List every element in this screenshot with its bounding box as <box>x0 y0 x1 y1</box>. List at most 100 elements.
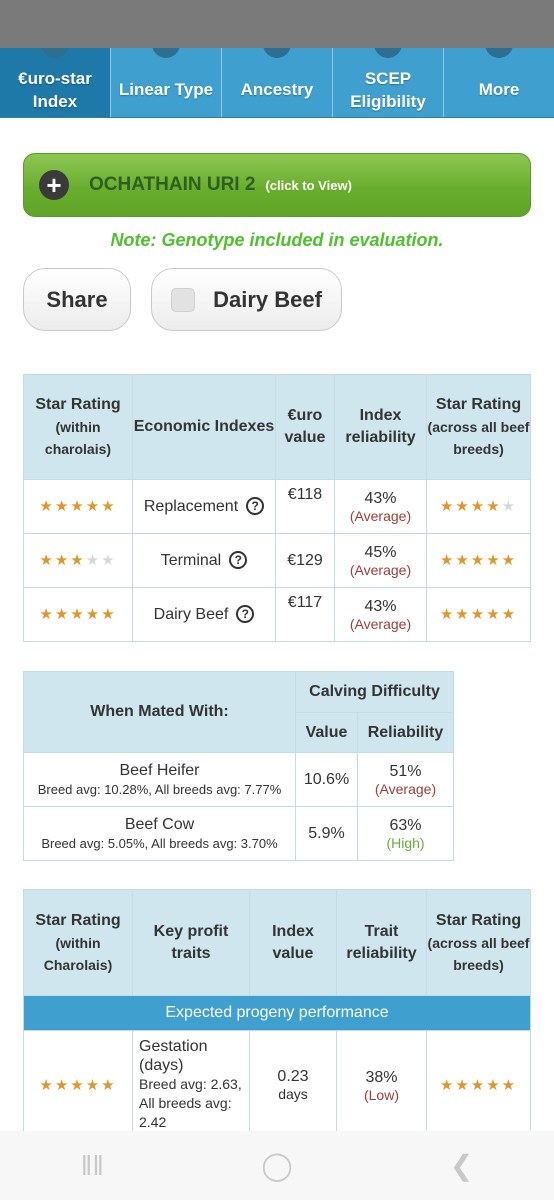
star-filled-icon: ★ <box>486 1077 502 1094</box>
table-row: ★★★★★ Replacement? €118 43% (Average) ★★★… <box>23 479 531 534</box>
help-icon[interactable]: ? <box>236 605 255 623</box>
calving-difficulty-table: When Mated With: Calving Difficulty Valu… <box>23 671 454 861</box>
table-row: ★★★★★ Dairy Beef? €117 43% (Average) ★★★★… <box>23 587 531 642</box>
star-filled-icon: ★ <box>439 552 456 569</box>
stars-all: ★★★★★ <box>426 587 531 642</box>
index-reliability: 43% (Average) <box>334 479 427 534</box>
mate-type: Beef Heifer Breed avg: 10.28%, All breeds… <box>23 752 296 807</box>
tab-bar: €uro-star Index Linear Type Ancestry SCE… <box>0 48 554 118</box>
star-filled-icon: ★ <box>101 498 117 515</box>
tab-more[interactable]: More <box>444 48 554 117</box>
stars-within: ★★★★★ <box>23 1030 133 1141</box>
tab-ancestry[interactable]: Ancestry <box>222 48 333 117</box>
header-index-value: Index value <box>249 889 337 996</box>
tab-label: More <box>478 80 520 99</box>
star-filled-icon: ★ <box>501 1077 518 1094</box>
expected-progeny-band: Expected progeny performance <box>23 995 531 1031</box>
star-filled-icon: ★ <box>70 552 86 569</box>
stars-within: ★★★★★ <box>23 479 133 534</box>
trait-index-value: 0.23 days <box>249 1030 337 1141</box>
star-filled-icon: ★ <box>455 552 471 569</box>
star-empty-icon: ★ <box>101 552 117 569</box>
dairy-beef-label: Dairy Beef <box>213 286 322 312</box>
star-filled-icon: ★ <box>54 498 71 515</box>
trait-reliability: 38% (Low) <box>336 1030 427 1141</box>
header-value: Value <box>295 712 358 753</box>
tab-icon <box>152 48 180 58</box>
tab-euro-star-index[interactable]: €uro-star Index <box>0 48 111 117</box>
euro-value: €129 <box>275 533 335 588</box>
help-icon[interactable]: ? <box>246 497 265 515</box>
star-filled-icon: ★ <box>455 1077 471 1094</box>
help-icon[interactable]: ? <box>229 551 248 569</box>
star-filled-icon: ★ <box>54 552 71 569</box>
calving-reliability: 63% (High) <box>357 806 454 861</box>
table-row: ★★★★★ Terminal? €129 45% (Average) ★★★★★ <box>23 533 531 588</box>
calving-value: 10.6% <box>295 752 358 807</box>
star-filled-icon: ★ <box>470 606 487 623</box>
stars-all: ★★★★★ <box>426 533 531 588</box>
share-button[interactable]: Share <box>23 268 131 331</box>
star-filled-icon: ★ <box>439 1077 456 1094</box>
header-euro-value: €uro value <box>275 374 335 480</box>
table-row: Beef Heifer Breed avg: 10.28%, All breeds… <box>23 752 454 807</box>
star-filled-icon: ★ <box>39 552 55 569</box>
header-trait-reliability: Trait reliability <box>336 889 427 996</box>
star-filled-icon: ★ <box>85 606 102 623</box>
header-mated-with: When Mated With: <box>23 671 296 753</box>
plus-icon: + <box>39 170 69 200</box>
index-reliability: 43% (Average) <box>334 587 427 642</box>
star-filled-icon: ★ <box>486 498 502 515</box>
star-filled-icon: ★ <box>54 1077 71 1094</box>
euro-value: €118 <box>275 479 335 534</box>
key-traits-table: Star Rating (within Charolais) Key profit… <box>23 889 531 1141</box>
index-reliability: 45% (Average) <box>334 533 427 588</box>
tab-icon <box>41 48 69 58</box>
home-icon[interactable]: ◯ <box>261 1150 293 1181</box>
back-icon[interactable]: ❮ <box>449 1150 474 1181</box>
star-filled-icon: ★ <box>439 606 456 623</box>
star-filled-icon: ★ <box>455 606 471 623</box>
star-filled-icon: ★ <box>85 1077 102 1094</box>
dairy-beef-toggle[interactable]: Dairy Beef <box>151 268 342 331</box>
star-filled-icon: ★ <box>70 1077 86 1094</box>
star-filled-icon: ★ <box>455 498 471 515</box>
tab-icon <box>263 48 291 58</box>
star-filled-icon: ★ <box>501 606 518 623</box>
stars-within: ★★★★★ <box>23 533 133 588</box>
star-filled-icon: ★ <box>70 498 86 515</box>
economic-index-table: Star Rating (within charolais) Economic I… <box>23 374 531 642</box>
tab-label: SCEP Eligibility <box>350 68 426 111</box>
header-star-rating: Star Rating (within charolais) <box>23 374 133 480</box>
animal-expand-bar[interactable]: + OCHATHAIN URI 2 (click to View) <box>23 153 531 217</box>
star-filled-icon: ★ <box>486 552 502 569</box>
calving-value: 5.9% <box>295 806 358 861</box>
star-filled-icon: ★ <box>470 498 487 515</box>
mate-type: Beef Cow Breed avg: 5.05%, All breeds avg… <box>23 806 296 861</box>
star-filled-icon: ★ <box>501 552 518 569</box>
calving-reliability: 51% (Average) <box>357 752 454 807</box>
star-empty-icon: ★ <box>85 552 102 569</box>
star-filled-icon: ★ <box>54 606 71 623</box>
animal-name: OCHATHAIN URI 2 <box>89 174 256 195</box>
star-filled-icon: ★ <box>470 1077 487 1094</box>
tab-icon <box>374 48 402 58</box>
index-name: Terminal? <box>132 533 276 588</box>
star-filled-icon: ★ <box>70 606 86 623</box>
star-filled-icon: ★ <box>39 1077 55 1094</box>
dairy-beef-checkbox[interactable] <box>171 287 196 312</box>
table-row: Beef Cow Breed avg: 5.05%, All breeds avg… <box>23 806 454 861</box>
recent-apps-icon[interactable]: ‖‖ <box>80 1149 104 1181</box>
star-filled-icon: ★ <box>101 1077 117 1094</box>
star-filled-icon: ★ <box>439 498 456 515</box>
stars-all: ★★★★★ <box>426 479 531 534</box>
star-filled-icon: ★ <box>486 606 502 623</box>
tab-scep-eligibility[interactable]: SCEP Eligibility <box>333 48 444 117</box>
click-to-view-hint: (click to View) <box>265 177 352 193</box>
tab-linear-type[interactable]: Linear Type <box>111 48 222 117</box>
index-name: Replacement? <box>132 479 276 534</box>
genotype-note: Note: Genotype included in evaluation. <box>110 230 444 250</box>
star-filled-icon: ★ <box>470 552 487 569</box>
index-name: Dairy Beef? <box>132 587 276 642</box>
tab-label: €uro-star Index <box>18 68 92 111</box>
